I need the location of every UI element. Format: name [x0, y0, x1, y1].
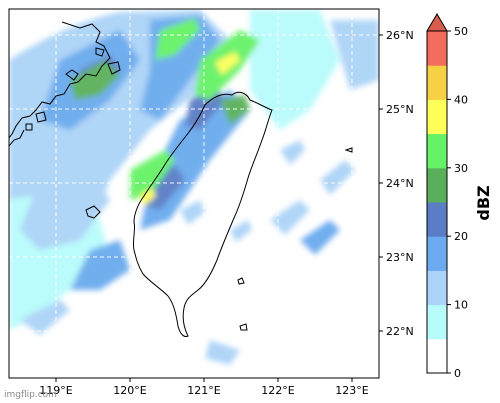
lat-tick-label: 23°N [386, 251, 414, 264]
colorbar-tick-label: 50 [454, 25, 468, 38]
colorbar-band [427, 202, 447, 237]
colorbar-band [427, 304, 447, 340]
lat-tick-label: 26°N [386, 29, 414, 42]
watermark: imgflip.com [4, 390, 57, 400]
lon-tick-label: 119°E [39, 384, 72, 397]
lon-tick-label: 123°E [335, 384, 368, 397]
colorbar-band [427, 236, 447, 271]
colorbar-band [427, 270, 447, 306]
colorbar-band [427, 65, 447, 100]
map-frame [8, 8, 380, 379]
coastline [9, 21, 353, 337]
lat-tick-label: 22°N [386, 325, 414, 338]
colorbar-band [427, 167, 447, 203]
mainland-coastline [9, 21, 111, 139]
colorbar-band [427, 133, 447, 169]
colorbar: 50 40 30 20 10 0 dBZ [426, 13, 493, 380]
colorbar-band [427, 99, 447, 135]
colorbar-tick-label: 20 [454, 230, 468, 243]
colorbar-tick-label: 0 [454, 367, 461, 380]
colorbar-tick-label: 10 [454, 299, 468, 312]
colorbar-tick-label: 40 [454, 93, 468, 106]
taiwan-coastline [132, 91, 273, 337]
colorbar-band [427, 31, 447, 66]
colorbar-band [427, 338, 447, 374]
colorbar-frame [426, 30, 448, 374]
colorbar-extend-arrow [426, 13, 448, 32]
longitude-axis: 119°E 120°E 121°E 122°E 123°E [39, 378, 369, 397]
lon-tick-label: 120°E [113, 384, 146, 397]
lon-tick-label: 121°E [187, 384, 220, 397]
colorbar-label: dBZ [474, 185, 493, 220]
lat-tick-label: 24°N [386, 177, 414, 190]
map-gridlines [9, 9, 379, 378]
radar-reflectivity-layer [9, 9, 379, 378]
lon-tick-label: 122°E [261, 384, 294, 397]
latitude-axis: 26°N 25°N 24°N 23°N 22°N [379, 29, 414, 338]
colorbar-tick-label: 30 [454, 162, 468, 175]
lat-tick-label: 25°N [386, 103, 414, 116]
